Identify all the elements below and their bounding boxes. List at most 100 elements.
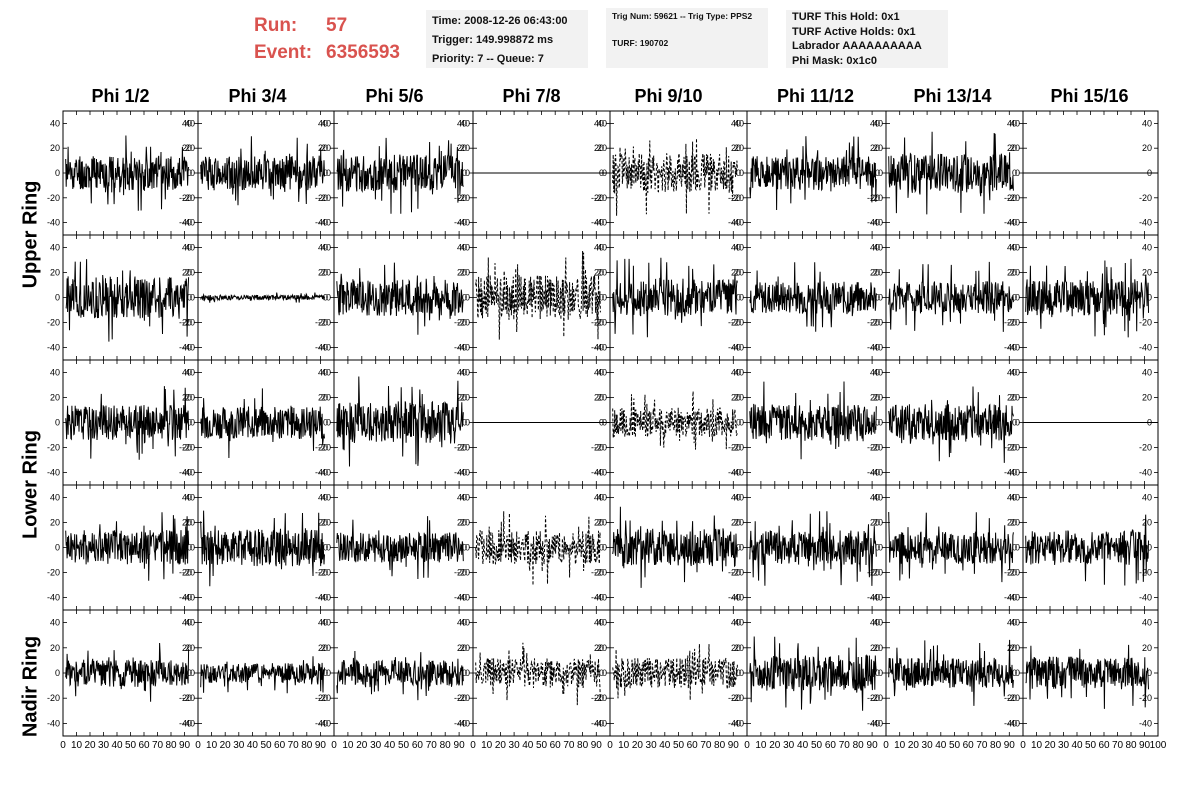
y-tick-label-left: 0 [465,668,470,678]
y-tick-label-right: -40 [867,718,880,728]
y-tick-label-left: 40 [185,493,195,503]
y-tick-label-right: 20 [1007,518,1017,528]
y-tick-label-left: 40 [597,118,607,128]
y-tick-label-right: -20 [315,193,328,203]
y-tick-label-right: 0 [323,668,328,678]
column-header-phi-5-6: Phi 5/6 [365,86,424,106]
x-tick-label: 40 [797,740,809,751]
y-tick-label-right: 40 [1007,493,1017,503]
y-tick-label-right: 20 [182,268,192,278]
y-tick-label-left: 40 [597,493,607,503]
panel-r1-c6: -40 -40 -20 -20 0 0 20 20 40 40 [870,234,1024,361]
y-tick-label-left: 20 [321,393,331,403]
y-tick-label-left: 40 [734,368,744,378]
y-tick-label-left: -40 [457,218,470,228]
x-tick-label: 40 [111,740,123,751]
y-tick-label-right: -40 [1139,218,1152,228]
y-tick-label-right: 40 [870,118,880,128]
x-tick-label: 80 [301,740,313,751]
y-tick-label-left: -40 [457,718,470,728]
x-tick-label: 20 [356,740,368,751]
y-tick-label-left: 20 [597,268,607,278]
y-tick-label-left: 0 [739,418,744,428]
y-tick-label-left: 40 [873,368,883,378]
y-tick-label-left: -20 [47,443,60,453]
waveform-trace [888,261,1014,332]
y-tick-label-left: -40 [182,218,195,228]
panel-r1-c4: -40 -40 -20 -20 0 0 20 20 40 40 [594,234,748,361]
y-tick-label-left: 20 [734,268,744,278]
y-tick-label-left: 20 [597,143,607,153]
y-tick-label-right: -40 [454,718,467,728]
y-tick-label-right: 20 [1007,268,1017,278]
y-tick-label-left: -20 [457,693,470,703]
y-tick-label-right: 40 [731,618,741,628]
panel-r2-c5: -40 -40 -20 -20 0 0 20 20 40 40 [731,359,887,486]
waveform-trace [200,656,325,694]
trigger-text: Trigger: 149.998872 ms [432,34,554,46]
y-tick-label-left: -20 [594,193,607,203]
y-tick-label-right: 20 [731,268,741,278]
y-tick-label-left: -20 [870,318,883,328]
waveform-trace [336,650,464,701]
y-tick-label-right: -20 [315,443,328,453]
y-tick-label-right: 40 [182,368,192,378]
y-tick-label-right: -40 [454,343,467,353]
y-tick-label-right: -20 [179,443,192,453]
y-tick-label-left: -40 [1007,218,1020,228]
x-tick-label: 10 [1031,740,1043,751]
panel-r3-c0: -40 -40 -20 -20 0 0 20 20 40 40 [47,484,199,611]
waveform-trace [65,512,190,581]
y-tick-label-left: -20 [318,693,331,703]
y-tick-label-left: -20 [47,193,60,203]
x-tick-label: 0 [607,740,613,751]
y-tick-label-right: -40 [454,468,467,478]
y-tick-label-left: -40 [594,343,607,353]
y-tick-label-left: 0 [55,668,60,678]
event-value: 6356593 [326,42,400,63]
y-tick-label-left: 0 [190,418,195,428]
y-tick-label-right: 0 [875,668,880,678]
y-tick-label-right: 40 [1007,368,1017,378]
y-tick-label-right: -20 [315,568,328,578]
x-tick-label: 70 [976,740,988,751]
y-tick-label-right: 20 [318,643,328,653]
x-tick-label: 30 [922,740,934,751]
y-tick-label-right: -20 [591,693,604,703]
y-tick-label-right: -40 [1004,593,1017,603]
x-tick-label: 10 [481,740,493,751]
y-tick-label-right: 20 [318,143,328,153]
y-tick-label-right: -20 [315,318,328,328]
waveform-trace [612,391,738,450]
turf-info-box: TURF This Hold: 0x1 TURF Active Holds: 0… [786,10,948,68]
y-tick-label-left: 20 [185,268,195,278]
waveform-trace [888,639,1014,706]
y-tick-label-left: -20 [731,568,744,578]
x-tick-label: 50 [673,740,685,751]
waveform-trace [1025,514,1149,586]
x-tick-label: 0 [331,740,337,751]
y-tick-label-right: 20 [594,518,604,528]
y-tick-label-left: -20 [870,443,883,453]
y-tick-label-left: -20 [457,193,470,203]
panel-r2-c3: -40 -40 -20 -20 0 0 20 20 40 40 [457,359,611,486]
y-tick-label-left: 20 [597,643,607,653]
waveform-trace [612,506,738,588]
y-tick-label-left: 0 [602,168,607,178]
y-tick-label-left: 0 [190,168,195,178]
y-tick-label-right: 40 [457,493,467,503]
y-tick-label-right: 20 [1142,643,1152,653]
x-tick-label: 70 [152,740,164,751]
x-tick-label: 80 [990,740,1002,751]
y-tick-label-left: 40 [1010,368,1020,378]
y-tick-label-left: 0 [1015,418,1020,428]
y-tick-label-right: 0 [462,418,467,428]
y-tick-label-right: 20 [1142,143,1152,153]
y-tick-label-left: -20 [457,318,470,328]
y-tick-label-left: -20 [182,693,195,703]
y-tick-label-right: -20 [728,568,741,578]
y-tick-label-left: 40 [734,118,744,128]
y-tick-label-left: -40 [1007,343,1020,353]
